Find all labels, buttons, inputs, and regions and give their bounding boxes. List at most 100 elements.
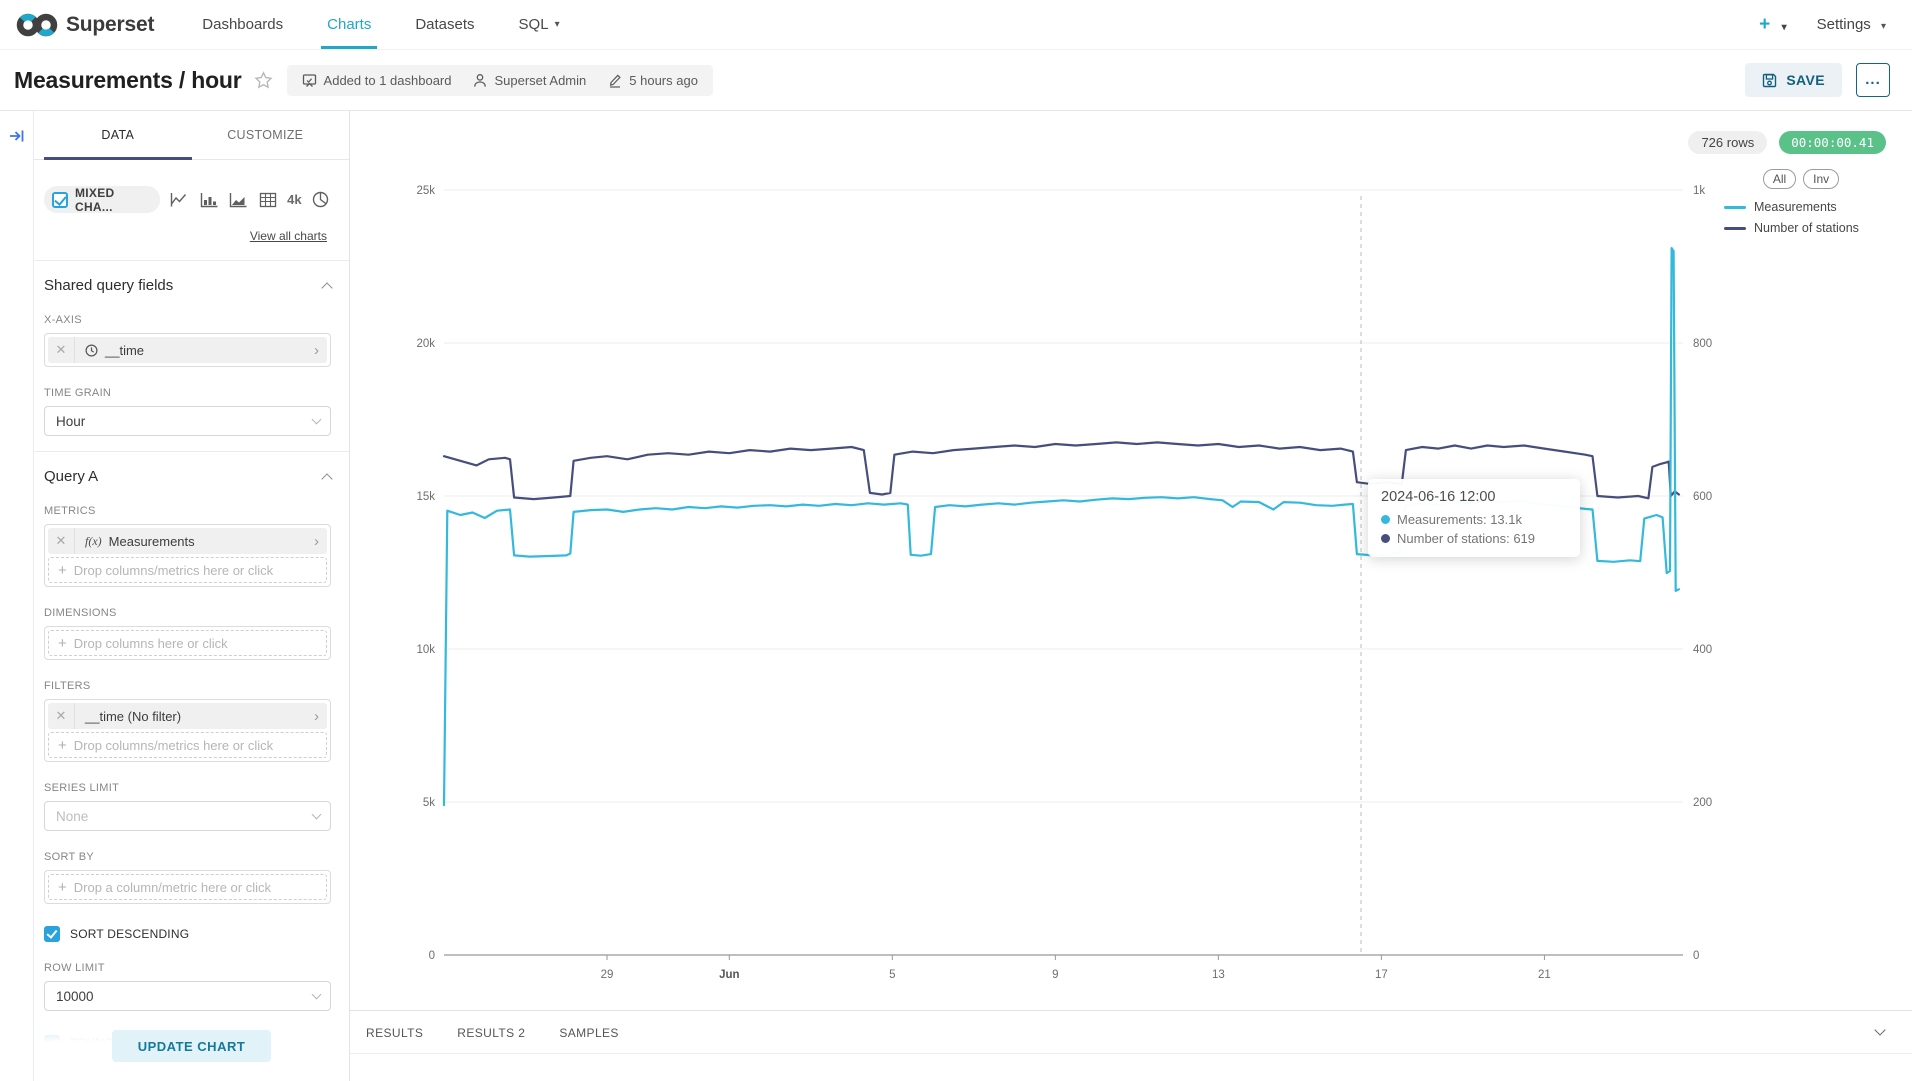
sort-by-drop-zone[interactable]: + Drop a column/metric here or click (48, 874, 327, 900)
dashboards-added[interactable]: Added to 1 dashboard (302, 73, 451, 88)
nav-item-datasets[interactable]: Datasets (415, 16, 475, 33)
xaxis-chip[interactable]: ✕ __time › (48, 337, 327, 363)
svg-text:9: 9 (1052, 969, 1058, 981)
row-count-badge: 726 rows (1688, 131, 1768, 154)
filters-control: ✕ __time (No filter) › + Drop columns/me… (44, 699, 331, 762)
query-a-header[interactable]: Query A (44, 468, 333, 485)
remove-icon[interactable]: ✕ (48, 703, 75, 729)
divider (34, 260, 349, 261)
chart-tooltip: 2024-06-16 12:00 Measurements: 13.1k Num… (1368, 479, 1580, 557)
chart-owner[interactable]: Superset Admin (473, 73, 586, 88)
xaxis-control: ✕ __time › (44, 333, 331, 367)
tab-samples[interactable]: SAMPLES (559, 1026, 619, 1040)
chart-metadata: Added to 1 dashboard Superset Admin 5 ho… (286, 64, 713, 96)
metric-chip[interactable]: ✕ f(x) Measurements › (48, 528, 327, 554)
tab-customize[interactable]: CUSTOMIZE (227, 128, 304, 142)
sort-by-control: + Drop a column/metric here or click (44, 870, 331, 904)
header-actions: SAVE ... (1745, 63, 1890, 97)
last-modified[interactable]: 5 hours ago (608, 73, 698, 88)
chevron-right-icon: › (314, 341, 319, 359)
viz-type-chip[interactable]: MIXED CHA... (44, 186, 161, 214)
user-icon (473, 73, 487, 88)
chevron-right-icon: › (314, 532, 319, 550)
chevron-down-icon (311, 989, 322, 1000)
svg-text:21: 21 (1538, 969, 1551, 981)
chevron-up-icon (321, 472, 333, 485)
nav-item-charts[interactable]: Charts (305, 0, 393, 49)
query-timer-badge: 00:00:00.41 (1779, 131, 1886, 154)
tab-results[interactable]: RESULTS (366, 1026, 424, 1040)
superset-infinity-icon (16, 11, 58, 39)
legend-item-measurements[interactable]: Measurements (1724, 200, 1890, 214)
dimensions-drop-zone[interactable]: + Drop columns here or click (48, 630, 327, 656)
filter-chip[interactable]: ✕ __time (No filter) › (48, 703, 327, 729)
big-number-chart-icon[interactable]: 4k (287, 192, 302, 207)
area-chart-icon[interactable] (228, 190, 248, 210)
settings-menu[interactable]: Settings ▾ (1816, 16, 1886, 33)
query-status-badges: 726 rows 00:00:00.41 (1688, 131, 1886, 154)
time-grain-label: TIME GRAIN (44, 387, 112, 399)
bar-chart-icon[interactable] (199, 190, 219, 210)
page-title: Measurements / hour (14, 66, 242, 93)
expand-panel-icon[interactable] (8, 127, 26, 145)
panel-tabs: DATA CUSTOMIZE (34, 111, 349, 160)
function-icon: f(x) (85, 533, 102, 548)
series-limit-select[interactable]: None (44, 801, 331, 831)
view-all-charts-link[interactable]: View all charts (249, 229, 327, 243)
nav-item-sql[interactable]: SQL ▾ (518, 16, 560, 33)
metrics-control: ✕ f(x) Measurements › + Drop columns/met… (44, 524, 331, 587)
row-limit-select[interactable]: 10000 (44, 981, 331, 1011)
checked-checkbox-icon (44, 926, 60, 942)
more-options-button[interactable]: ... (1856, 63, 1890, 97)
legend-inverse-button[interactable]: Inv (1803, 169, 1840, 189)
chart-area: 726 rows 00:00:00.41 All Inv Measurement… (350, 111, 1912, 1081)
svg-text:10k: 10k (416, 644, 435, 656)
main-layout: DATA CUSTOMIZE MIXED CHA... (0, 111, 1912, 1081)
panel-body: MIXED CHA... 4k (34, 160, 349, 1081)
sort-descending-checkbox[interactable]: SORT DESCENDING (44, 926, 331, 942)
collapse-results-chevron-icon[interactable] (1874, 1024, 1886, 1042)
update-chart-button[interactable]: UPDATE CHART (111, 1030, 272, 1062)
clock-icon (85, 343, 98, 357)
svg-text:0: 0 (429, 950, 435, 962)
caret-down-icon: ▾ (1880, 21, 1886, 32)
legend-all-button[interactable]: All (1762, 169, 1797, 189)
pie-chart-icon[interactable] (311, 190, 331, 210)
line-chart-icon[interactable] (169, 190, 189, 210)
nav-item-dashboards[interactable]: Dashboards (202, 16, 284, 33)
favorite-star-icon[interactable] (254, 70, 273, 90)
plus-icon: + (58, 736, 67, 754)
datasource-collapse-strip (0, 111, 34, 1081)
save-disk-icon (1762, 73, 1777, 88)
filters-drop-zone[interactable]: + Drop columns/metrics here or click (48, 732, 327, 758)
legend-item-stations[interactable]: Number of stations (1724, 221, 1890, 235)
mixed-timeseries-chart[interactable]: 0 0 5k 200 10k 400 15k 600 20k 800 25k 1k 29 Jun 5 9 13 1… (350, 111, 1912, 1010)
results-panel: RESULTS RESULTS 2 SAMPLES (350, 1010, 1912, 1054)
time-grain-select[interactable]: Hour (44, 406, 331, 436)
save-button[interactable]: SAVE (1745, 63, 1842, 97)
metrics-drop-zone[interactable]: + Drop columns/metrics here or click (48, 557, 327, 583)
top-nav: Superset Dashboards Charts Datasets SQL ▾… (0, 0, 1912, 50)
svg-text:0: 0 (1693, 950, 1699, 962)
measurements-swatch (1724, 205, 1746, 209)
svg-text:25k: 25k (416, 185, 435, 197)
measurements-dot-icon (1381, 515, 1390, 524)
remove-icon[interactable]: ✕ (48, 528, 75, 554)
shared-query-fields-header[interactable]: Shared query fields (44, 277, 333, 294)
tab-results-2[interactable]: RESULTS 2 (457, 1026, 526, 1040)
tab-data[interactable]: DATA (44, 111, 192, 160)
remove-icon[interactable]: ✕ (48, 337, 75, 363)
tooltip-timestamp: 2024-06-16 12:00 (1381, 489, 1496, 505)
superset-logo[interactable]: Superset (0, 0, 180, 49)
divider (34, 451, 349, 452)
sort-by-label: SORT BY (44, 851, 94, 863)
svg-text:200: 200 (1693, 797, 1712, 809)
plus-icon: + (58, 634, 67, 652)
caret-down-icon: ▾ (554, 19, 560, 30)
nav-items: Dashboards Charts Datasets SQL ▾ (180, 0, 581, 49)
nav-right: + ▾ Settings ▾ (1759, 0, 1912, 49)
filters-label: FILTERS (44, 680, 91, 692)
new-item-button[interactable]: + ▾ (1759, 13, 1787, 35)
svg-text:1k: 1k (1693, 185, 1705, 197)
table-icon[interactable] (258, 190, 278, 210)
